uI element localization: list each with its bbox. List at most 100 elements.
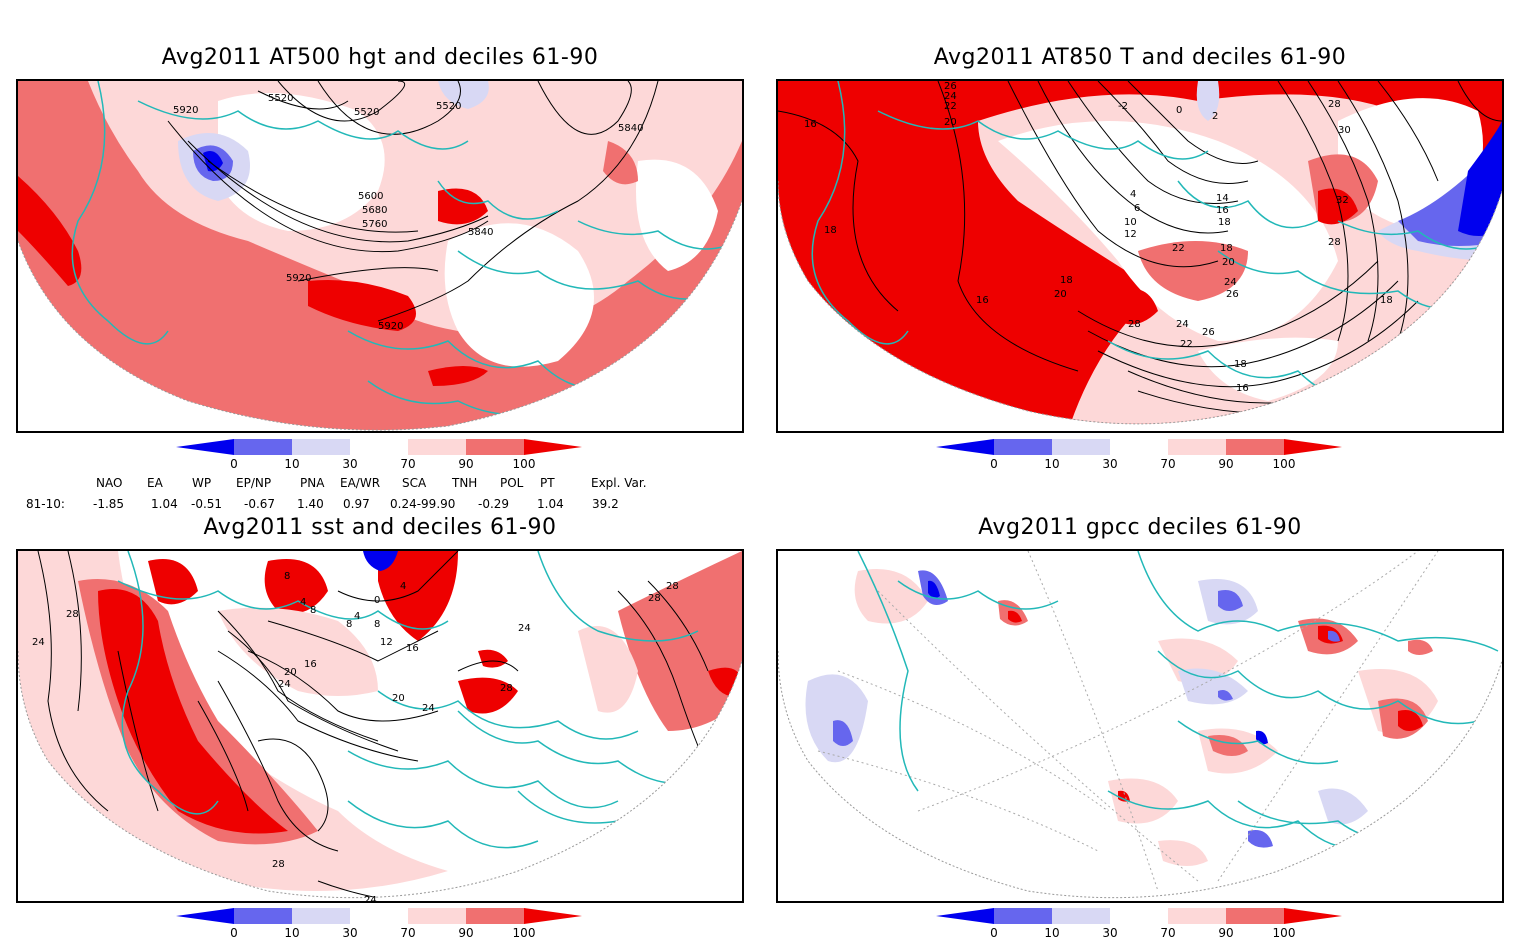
map-sst-svg: 28 24 8 4 8 4 8 0 4 8 12 16 20 24 16 20 … xyxy=(18,551,742,901)
colorbar-hgt500: 0 10 30 70 90 100 xyxy=(176,439,582,471)
contour-label: 22 xyxy=(1180,339,1193,350)
colorbar-segment xyxy=(1284,439,1342,455)
graticule xyxy=(817,551,1439,892)
deciles-region-high xyxy=(308,280,416,331)
index-header: Expl. Var. xyxy=(591,476,647,490)
deciles-region-high xyxy=(1398,710,1423,731)
index-value: -0.51 xyxy=(191,497,223,511)
index-header: PNA xyxy=(300,476,325,490)
index-value: 1.04 xyxy=(537,497,564,511)
contour-label: 18 xyxy=(1060,275,1073,286)
deciles-region-high xyxy=(438,188,488,225)
contour-label: 8 xyxy=(346,619,352,630)
contour-label: 14 xyxy=(1216,193,1229,204)
contour-label: 4 xyxy=(1130,189,1136,200)
contour-label: 24 xyxy=(32,637,45,648)
deciles-region-low xyxy=(1328,630,1340,642)
colorbar-tick: 70 xyxy=(1160,926,1175,940)
contour-labels: 28 24 8 4 8 4 8 0 4 8 12 16 20 24 16 20 … xyxy=(32,571,679,901)
colorbar-tick: 0 xyxy=(230,457,238,471)
index-value: 0.24-99.90 xyxy=(390,497,456,511)
colorbar-segment xyxy=(994,908,1052,924)
deciles-region-low xyxy=(438,81,489,109)
contour-label: 12 xyxy=(380,637,393,648)
contour-label: 16 xyxy=(976,295,989,306)
contour-label: 26 xyxy=(944,81,957,92)
contour-label: 18 xyxy=(1218,217,1231,228)
contour-label: 24 xyxy=(422,703,435,714)
colorbar-tick: 70 xyxy=(1160,457,1175,471)
deciles-region-light xyxy=(1158,840,1208,866)
contour-label: 2 xyxy=(1212,111,1218,122)
deciles-region-lowest xyxy=(928,580,940,598)
deciles-region-high xyxy=(378,551,458,641)
deciles-region-lowest xyxy=(363,551,398,571)
map-panel-hgt500: 5520 5520 5520 5920 5840 5600 5680 5760 … xyxy=(16,79,744,433)
contour-label: 16 xyxy=(304,659,317,670)
colorbar-tick: 100 xyxy=(513,457,536,471)
contour-label: 28 xyxy=(648,593,661,604)
contour-label: 22 xyxy=(944,101,957,112)
colorbar-tick: 10 xyxy=(284,926,299,940)
deciles-region-low xyxy=(1468,770,1493,788)
contour-label: 0 xyxy=(1176,105,1182,116)
contour-label: 6 xyxy=(1134,203,1140,214)
colorbar-segment xyxy=(466,908,524,924)
contour-label: 28 xyxy=(1128,319,1141,330)
deciles-region-light xyxy=(1108,778,1178,824)
deciles-region-mid xyxy=(618,551,742,731)
contour-label: 5520 xyxy=(268,93,293,104)
colorbar-gpcc: 0 10 30 70 90 100 xyxy=(936,908,1342,940)
contour-label: 16 xyxy=(804,119,817,130)
contour-label: 4 xyxy=(300,597,306,608)
deciles-region-high xyxy=(478,649,508,668)
deciles-region-high xyxy=(1118,288,1158,325)
index-header: EP/NP xyxy=(236,476,272,490)
contour-label: 30 xyxy=(1338,125,1351,136)
colorbar-tick: 0 xyxy=(990,457,998,471)
contour-label: 8 xyxy=(310,605,316,616)
contour-label: 24 xyxy=(944,91,957,102)
colorbar-segment xyxy=(994,439,1052,455)
colorbar-tick: 10 xyxy=(284,457,299,471)
colorbar-tick: 100 xyxy=(513,926,536,940)
height-contours xyxy=(167,81,659,322)
contour-label: 4 xyxy=(400,581,406,592)
contour-label: 5920 xyxy=(378,321,403,332)
index-value: 0.97 xyxy=(343,497,370,511)
contour-label: 5760 xyxy=(362,219,387,230)
contour-label: 5520 xyxy=(354,107,379,118)
colorbar-segment xyxy=(1284,908,1342,924)
contour-label: 26 xyxy=(1226,289,1239,300)
colorbar-segment xyxy=(292,908,350,924)
deciles-region-high xyxy=(428,366,488,386)
colorbar-segment xyxy=(1226,908,1284,924)
contour-label: 5520 xyxy=(436,101,461,112)
contour-label: 18 xyxy=(1380,295,1393,306)
contour-label: 0 xyxy=(374,595,380,606)
contour-label: 18 xyxy=(824,225,837,236)
colorbar-tick: 30 xyxy=(342,926,357,940)
contour-label: 5680 xyxy=(362,205,387,216)
colorbar-tick: 10 xyxy=(1044,926,1059,940)
contour-label: 26 xyxy=(1202,327,1215,338)
contour-label: 5920 xyxy=(173,105,198,116)
contour-label: 24 xyxy=(518,623,531,634)
contour-label: 24 xyxy=(1224,277,1237,288)
index-value: -0.67 xyxy=(244,497,276,511)
deciles-region-mid xyxy=(1138,241,1248,301)
contour-label: 28 xyxy=(272,859,285,870)
contour-label: 20 xyxy=(392,693,405,704)
deciles-region-low xyxy=(1218,690,1233,701)
contour-label: 28 xyxy=(66,609,79,620)
contour-label: 16 xyxy=(1216,205,1229,216)
index-row-label: 81-10: xyxy=(26,497,65,511)
colorbar-tick: 30 xyxy=(1102,926,1117,940)
deciles-region-low xyxy=(1248,830,1273,848)
deciles-region-low xyxy=(1318,788,1368,825)
colorbar-tick: 30 xyxy=(1102,457,1117,471)
colorbar-tick: 100 xyxy=(1273,926,1296,940)
index-value: 1.40 xyxy=(297,497,324,511)
contour-label: 16 xyxy=(1236,383,1249,394)
colorbar-segment xyxy=(350,908,408,924)
